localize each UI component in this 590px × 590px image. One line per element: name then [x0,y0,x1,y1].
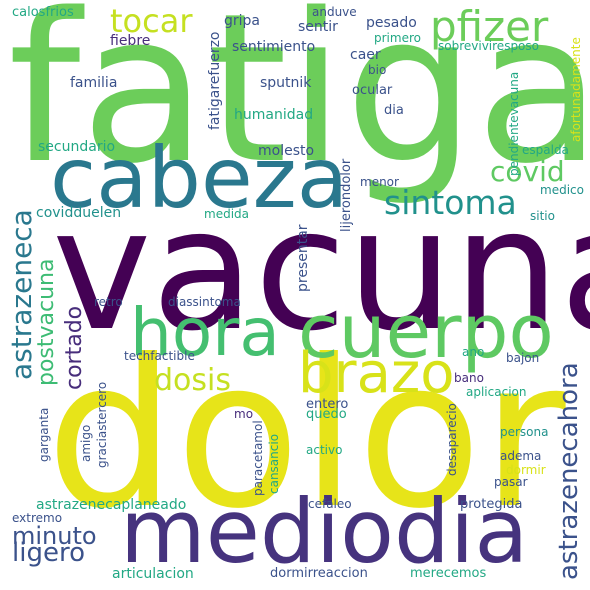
word-molesto: molesto [258,143,315,159]
word-astrazenecahora: astrazenecahora [554,362,584,580]
word-menor: menor [360,175,399,189]
word-covidduelen: covidduelen [36,205,122,221]
word-gripa: gripa [224,13,260,29]
word-extremo: extremo [12,511,63,525]
word-entero: entero [306,397,349,412]
word-paracetamol: paracetamol [251,420,265,496]
word-fiebre: fiebre [110,33,151,49]
word-astrazenecaplaneado: astrazenecaplaneado [36,497,187,513]
word-postvacuna: postvacuna [34,258,59,386]
word-pesado: pesado [366,15,417,31]
word-dia: dia [384,103,404,118]
word-bio: bio [368,63,387,77]
word-quedo: quedo [306,407,347,422]
word-mo: mo [234,407,254,421]
word-retro: retro [94,295,123,309]
word-sputnik: sputnik [260,75,312,91]
word-articulacion: articulacion [112,566,194,582]
word-fatiga: fatiga [8,0,590,209]
word-amigo: amigo [79,424,93,462]
word-tocar: tocar [110,2,193,40]
word-persona: persona [500,425,549,439]
word-aplicacion: aplicacion [466,385,527,399]
word-cabeza: cabeza [50,129,349,227]
word-graciastercero: graciastercero [95,381,109,468]
word-fatigarefuerzo: fatigarefuerzo [207,31,223,131]
word-mediodia: mediodia [120,480,529,583]
word-ocular: ocular [352,83,393,98]
word-desaparecio: desaparecio [445,403,459,476]
word-garganta: garganta [37,407,51,462]
word-secundario: secundario [38,139,116,155]
word-calosfrios: calosfrios [12,5,74,20]
word-anduve: anduve [312,5,357,19]
word-ligero: ligero [12,538,85,568]
word-merecemos: merecemos [410,566,487,581]
word-dolor: dolor [46,317,566,554]
word-ano: ano [462,345,485,359]
word-pasar: pasar [494,475,528,489]
word-adema: adema [500,449,542,463]
word-hora: hora [130,294,280,371]
word-lijerondolor: lijerondolor [339,158,354,232]
word-cortado: cortado [62,305,87,390]
word-cefaleo: cefaleo [308,497,352,511]
word-sentir: sentir [298,19,338,35]
word-techfactible: techfactible [124,349,195,363]
word-vacuna: vacuna [52,172,590,368]
word-dormir: dormir [506,463,546,477]
word-dormirreaccion: dormirreaccion [270,566,368,581]
word-familia: familia [70,75,118,91]
word-bano: bano [454,371,484,385]
word-bajon: bajon [506,351,540,365]
word-protegida: protegida [460,497,523,512]
word-espalda: espalda [522,143,569,157]
word-presentar: presentar [295,224,311,292]
word-astrazeneca: astrazeneca [5,209,38,380]
word-activo: activo [306,443,343,457]
word-sobreviviresposo: sobreviviresposo [438,39,539,53]
word-afortunadamente: afortunadamente [569,37,583,142]
word-sintoma: sintoma [384,183,517,222]
word-pendientevacuna: pendientevacuna [507,71,521,176]
word-humanidad: humanidad [234,107,314,123]
word-sitio: sitio [530,209,555,223]
word-dosis: dosis [154,363,231,398]
word-sentimiento: sentimiento [232,39,316,55]
word-medida: medida [204,207,249,221]
word-cuerpo: cuerpo [298,289,554,375]
word-caer: caer [350,47,381,63]
word-minuto: minuto [12,522,97,550]
word-diassintoma: diassintoma [168,295,241,309]
word-medico: medico [540,183,584,197]
word-pfizer: pfizer [430,2,549,51]
word-cansancio: cansancio [267,433,281,494]
word-covid: covid [490,155,565,188]
word-brazo: brazo [298,341,455,406]
word-primero: primero [374,31,421,45]
